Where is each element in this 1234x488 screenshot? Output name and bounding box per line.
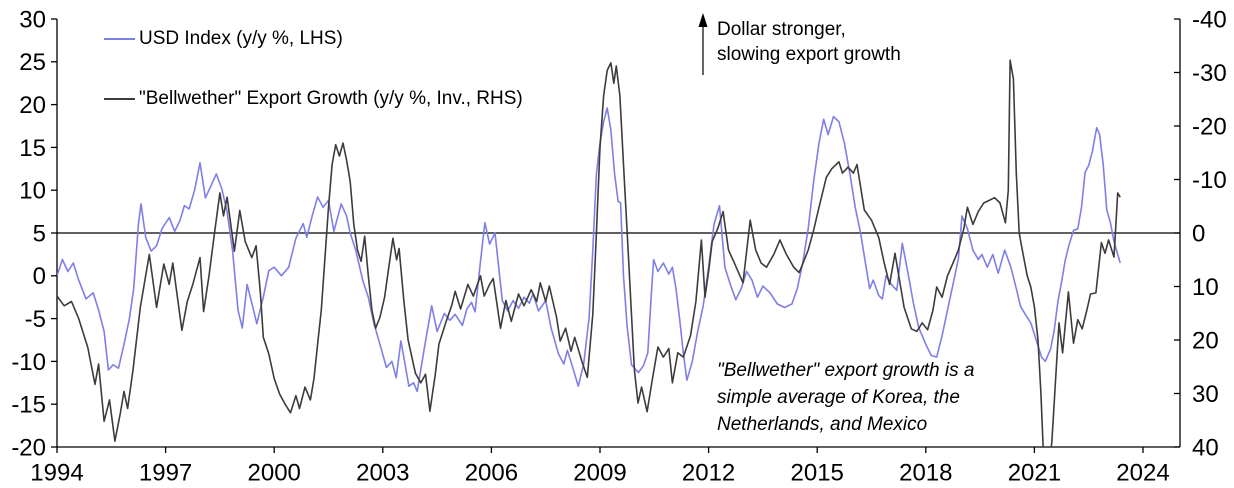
- left-axis-tick-label: 20: [19, 92, 46, 119]
- annotation-line-2: slowing export growth: [717, 44, 901, 65]
- x-axis-tick-label: 2018: [899, 459, 952, 486]
- right-axis-tick-label: -40: [1192, 6, 1227, 33]
- right-axis-tick-label: -10: [1192, 167, 1227, 194]
- x-axis-tick-label: 2024: [1116, 459, 1169, 486]
- x-axis-tick-label: 2006: [465, 459, 518, 486]
- left-axis-tick-label: 5: [33, 220, 46, 247]
- right-axis-tick-label: -30: [1192, 60, 1227, 87]
- bellwether-line-swatch-icon: [104, 98, 135, 100]
- x-axis-tick-label: 1997: [139, 459, 192, 486]
- footnote-bellwether-definition: "Bellwether" export growth is a simple a…: [717, 357, 974, 438]
- right-axis-tick-label: 10: [1192, 274, 1219, 301]
- legend-label-bellwether: "Bellwether" Export Growth (y/y %, Inv.,…: [139, 88, 523, 109]
- right-axis-tick-label: 20: [1192, 327, 1219, 354]
- x-axis-tick-label: 2021: [1008, 459, 1061, 486]
- left-axis-tick-label: -20: [11, 434, 46, 461]
- x-axis-tick-label: 2015: [791, 459, 844, 486]
- left-axis-tick-label: 10: [19, 178, 46, 205]
- left-axis-tick-label: -5: [25, 306, 46, 333]
- left-axis-tick-label: 25: [19, 49, 46, 76]
- left-axis-tick-label: -10: [11, 349, 46, 376]
- legend-item-bellwether: "Bellwether" Export Growth (y/y %, Inv.,…: [104, 88, 523, 110]
- x-axis-tick-label: 2012: [682, 459, 735, 486]
- usd-line-swatch-icon: [104, 38, 135, 40]
- right-axis-tick-label: 30: [1192, 381, 1219, 408]
- legend-item-usd-index: USD Index (y/y %, LHS): [104, 28, 343, 50]
- footnote-line-1: "Bellwether" export growth is a: [717, 360, 975, 381]
- annotation-dollar-stronger: Dollar stronger, slowing export growth: [717, 17, 901, 67]
- right-axis-tick-label: -20: [1192, 113, 1227, 140]
- bellwether-export-line: [57, 59, 1121, 447]
- footnote-line-2: simple average of Korea, the: [717, 387, 960, 408]
- left-axis-tick-label: 15: [19, 135, 46, 162]
- x-axis-tick-label: 2003: [356, 459, 409, 486]
- left-axis-tick-label: 0: [33, 263, 46, 290]
- right-axis-tick-label: 0: [1192, 220, 1205, 247]
- left-axis-tick-label: -15: [11, 392, 46, 419]
- x-axis-tick-label: 2009: [573, 459, 626, 486]
- annotation-line-1: Dollar stronger,: [717, 19, 846, 40]
- usd-index-line: [57, 107, 1121, 393]
- annotation-up-arrow-head-icon: [698, 13, 708, 27]
- legend-label-usd: USD Index (y/y %, LHS): [139, 28, 343, 49]
- left-axis-tick-label: 30: [19, 6, 46, 33]
- footnote-line-3: Netherlands, and Mexico: [717, 414, 928, 435]
- right-axis-tick-label: 40: [1192, 434, 1219, 461]
- x-axis-tick-label: 2000: [248, 459, 301, 486]
- x-axis-tick-label: 1994: [30, 459, 83, 486]
